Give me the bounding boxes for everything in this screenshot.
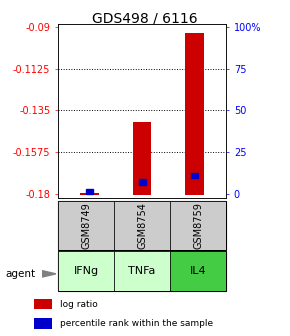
Text: IL4: IL4	[190, 266, 206, 276]
Bar	[133, 122, 151, 196]
Bar	[80, 193, 99, 196]
Text: percentile rank within the sample: percentile rank within the sample	[60, 319, 213, 328]
Text: GDS498 / 6116: GDS498 / 6116	[92, 12, 198, 26]
Bar	[86, 188, 93, 194]
Text: TNFa: TNFa	[128, 266, 156, 276]
Bar	[170, 201, 226, 250]
Text: GSM8754: GSM8754	[137, 202, 147, 249]
Bar	[170, 251, 226, 291]
Bar	[139, 179, 146, 184]
Bar	[58, 201, 114, 250]
Text: agent: agent	[6, 269, 36, 279]
Bar	[191, 173, 198, 178]
Text: IFNg: IFNg	[73, 266, 99, 276]
Bar	[114, 251, 170, 291]
Bar	[58, 251, 114, 291]
Bar	[34, 318, 52, 329]
Text: GSM8749: GSM8749	[81, 202, 91, 249]
Text: log ratio: log ratio	[60, 300, 97, 308]
Bar	[186, 33, 204, 196]
Bar	[114, 201, 170, 250]
Bar	[34, 299, 52, 309]
Polygon shape	[42, 270, 56, 277]
Text: GSM8759: GSM8759	[193, 202, 203, 249]
